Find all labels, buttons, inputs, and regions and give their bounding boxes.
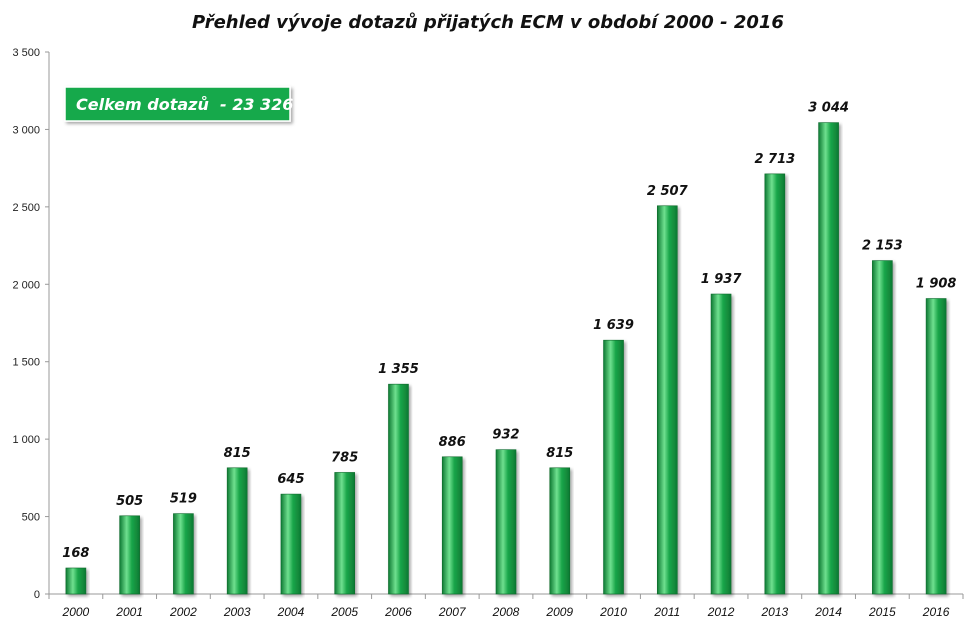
total-annotation-box (64, 86, 291, 122)
y-tick-label: 1 000 (12, 434, 40, 446)
data-label: 2 153 (862, 239, 903, 254)
x-tick-label: 2007 (438, 605, 467, 619)
data-label: 168 (62, 546, 89, 561)
y-tick-label: 2 000 (12, 279, 40, 291)
bar (495, 449, 517, 595)
bar (818, 122, 839, 595)
y-tick-label: 3 000 (12, 124, 40, 136)
data-label: 519 (170, 492, 197, 507)
y-tick-label: 3 500 (12, 47, 40, 59)
total-annotation-text: Celkem dotazů - 23 326 (76, 95, 293, 114)
x-tick-label: 2005 (330, 605, 358, 619)
bar (119, 515, 140, 595)
x-tick-label: 2016 (922, 605, 950, 619)
x-tick-label: 2003 (223, 605, 251, 619)
bar (925, 298, 947, 595)
bar (65, 567, 87, 595)
total-annotation: Celkem dotazů - 23 326 (64, 86, 293, 122)
x-tick-label: 2008 (492, 605, 520, 619)
bar (441, 456, 463, 595)
data-label: 886 (439, 435, 466, 450)
x-tick-label: 2000 (62, 605, 90, 619)
bar (388, 383, 409, 595)
data-label: 2 507 (647, 184, 689, 199)
x-tick-label: 2013 (760, 605, 788, 619)
x-tick-label: 2011 (653, 605, 680, 619)
data-label: 815 (546, 446, 573, 461)
x-tick-label: 2010 (599, 605, 627, 619)
data-label: 932 (492, 428, 519, 443)
bar (603, 339, 624, 595)
bar (226, 467, 248, 595)
bar (280, 493, 302, 595)
data-label: 1 639 (593, 318, 634, 333)
data-label: 1 908 (916, 277, 957, 292)
axes: 0 500 1 000 1 500 2 000 2 500 3 000 3 500 2000 20… (12, 47, 964, 619)
bar (710, 293, 732, 595)
data-label: 2 713 (754, 152, 795, 167)
x-tick-label: 2001 (115, 605, 143, 619)
data-label: 1 355 (378, 362, 419, 377)
x-tick-label: 2002 (169, 605, 197, 619)
bar (872, 260, 893, 595)
data-label: 645 (277, 472, 304, 487)
y-tick-label: 500 (22, 512, 40, 524)
y-tick-label: 2 500 (12, 202, 40, 214)
y-tick-label: 1 500 (12, 357, 40, 369)
x-tick-label: 2015 (868, 605, 896, 619)
bar (764, 173, 786, 595)
x-tick-label: 2009 (545, 605, 573, 619)
data-label: 1 937 (701, 272, 743, 287)
data-label: 815 (224, 446, 251, 461)
data-label: 505 (116, 494, 143, 509)
bars (65, 122, 947, 595)
x-tick-label: 2012 (707, 605, 735, 619)
bar (549, 467, 571, 595)
bar (334, 472, 356, 595)
chart-title: Přehled vývoje dotazů přijatých ECM v ob… (192, 12, 784, 33)
data-labels: 168 505 519 815 645 785 1 355 886 932 815 1 639 2 5… (62, 101, 956, 561)
x-tick-label: 2014 (814, 605, 842, 619)
bar (173, 513, 194, 595)
bar (656, 205, 678, 595)
data-label: 3 044 (808, 101, 849, 116)
y-tick-label: 0 (34, 589, 40, 601)
x-tick-label: 2006 (384, 605, 412, 619)
data-label: 785 (331, 450, 358, 465)
x-tick-label: 2004 (277, 605, 305, 619)
